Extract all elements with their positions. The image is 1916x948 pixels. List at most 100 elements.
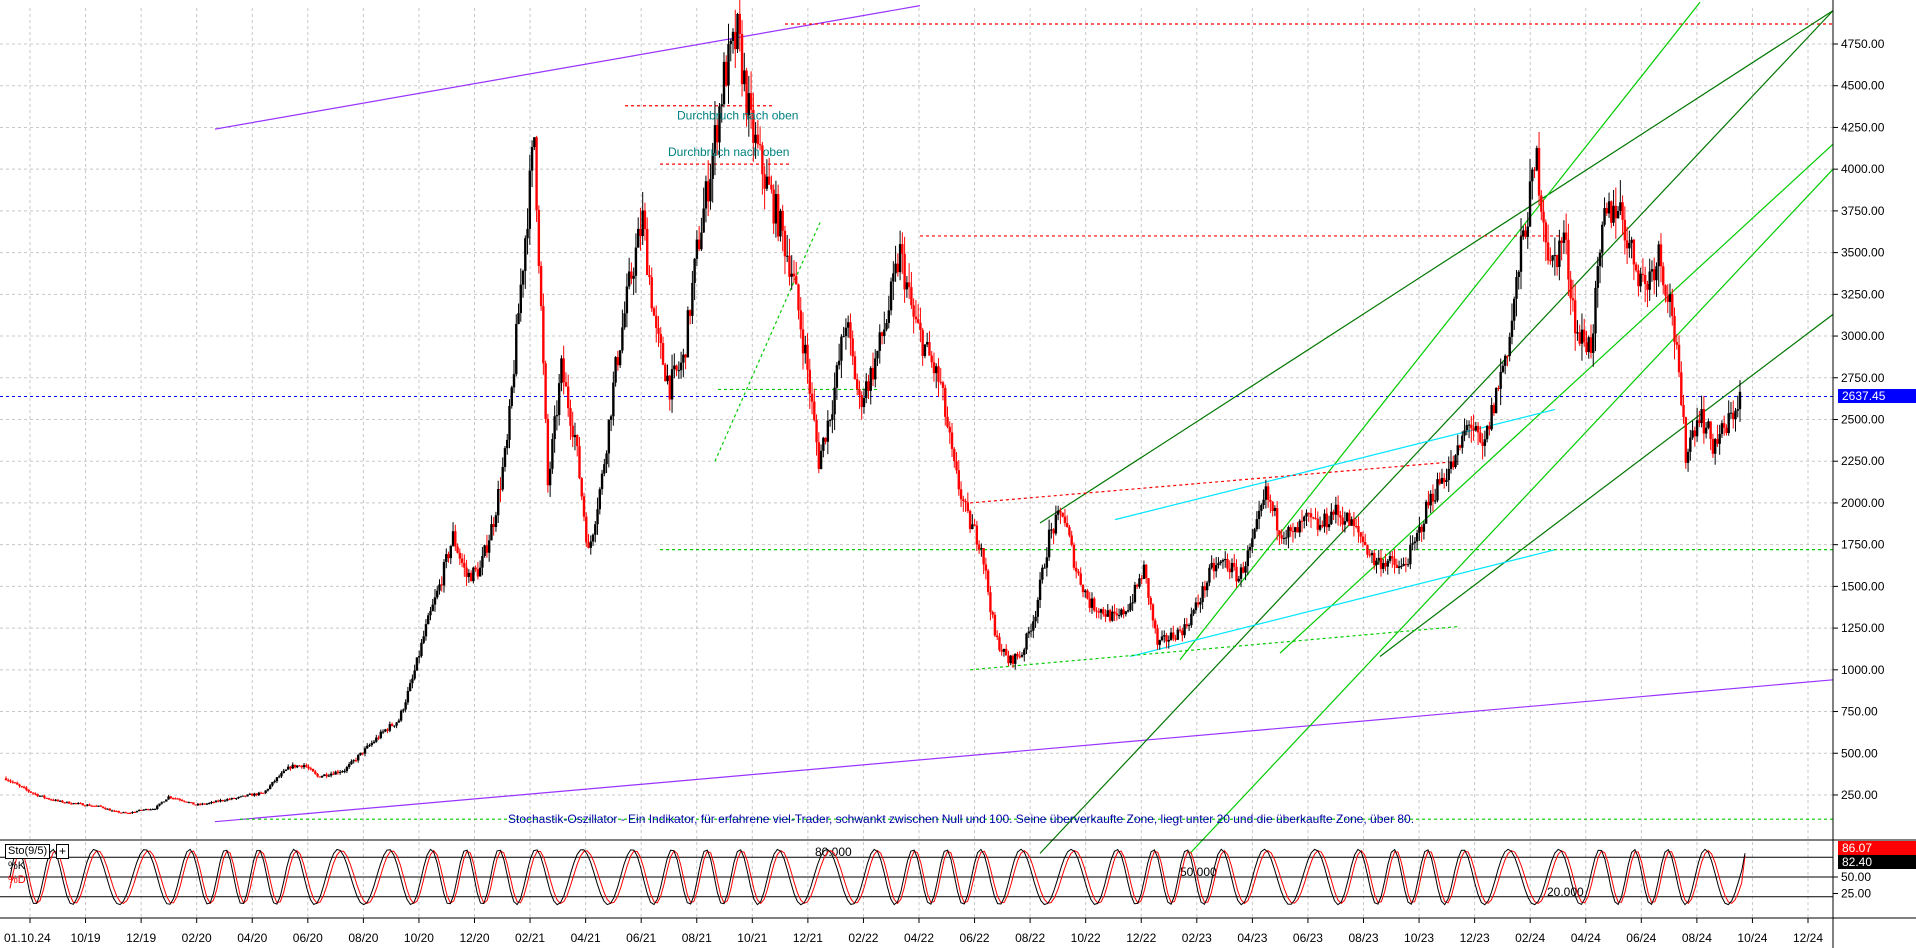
candle-body bbox=[235, 798, 238, 800]
candle-body bbox=[417, 656, 421, 658]
candle-body bbox=[1020, 654, 1024, 657]
candle-body bbox=[1738, 391, 1742, 410]
candle-body bbox=[142, 809, 145, 811]
candle-body bbox=[1700, 409, 1703, 424]
candle-body bbox=[657, 327, 660, 334]
candle-body bbox=[1598, 252, 1602, 267]
candle-body bbox=[1108, 610, 1112, 621]
candle-body bbox=[767, 176, 771, 185]
candle-body bbox=[347, 764, 351, 767]
candle-body bbox=[603, 464, 606, 474]
candle-body bbox=[7, 780, 10, 782]
y-tick-label: 4500.00 bbox=[1841, 79, 1885, 93]
candle-body bbox=[1018, 656, 1021, 658]
candle-body bbox=[289, 766, 292, 769]
candle-body bbox=[1038, 579, 1042, 601]
candle-body bbox=[1454, 455, 1457, 468]
candle-body bbox=[831, 414, 834, 421]
candle-body bbox=[557, 383, 561, 416]
candle-body bbox=[1481, 442, 1484, 446]
candle-body bbox=[842, 335, 845, 337]
candle-body bbox=[1418, 526, 1421, 533]
candle-body bbox=[1176, 629, 1180, 640]
candle-body bbox=[655, 315, 658, 328]
candle-body bbox=[1036, 600, 1040, 617]
candle-body bbox=[1673, 315, 1676, 343]
candle-body bbox=[630, 271, 633, 279]
candle-body bbox=[1133, 584, 1137, 603]
candle-body bbox=[1312, 517, 1315, 519]
candle-body bbox=[1348, 512, 1351, 526]
candle-body bbox=[910, 287, 913, 306]
candle-body bbox=[539, 265, 543, 307]
y-tick-label: 1750.00 bbox=[1841, 538, 1885, 552]
x-tick-label: 04/24 bbox=[1571, 931, 1601, 945]
candle-body bbox=[363, 748, 367, 754]
candle-body bbox=[1122, 609, 1125, 615]
candle-body bbox=[122, 812, 125, 814]
candle-body bbox=[61, 800, 64, 803]
x-tick-label: 02/23 bbox=[1182, 931, 1212, 945]
candle-body bbox=[512, 374, 516, 388]
candle-body bbox=[643, 210, 647, 230]
candle-body bbox=[795, 276, 798, 285]
candle-body bbox=[350, 761, 353, 765]
candle-body bbox=[652, 308, 656, 316]
x-tick-label: 02/24 bbox=[1515, 931, 1545, 945]
candle-body bbox=[817, 442, 821, 469]
candle-body bbox=[1217, 563, 1220, 566]
x-tick-label: 06/21 bbox=[626, 931, 656, 945]
candle-body bbox=[1510, 320, 1514, 337]
candle-body bbox=[1650, 269, 1654, 272]
candle-body bbox=[1709, 421, 1712, 439]
candle-body bbox=[1576, 332, 1579, 334]
candle-body bbox=[903, 253, 906, 290]
candle-body bbox=[1630, 239, 1633, 244]
y-tick-label: 3500.00 bbox=[1841, 246, 1885, 260]
candle-body bbox=[246, 794, 249, 797]
candle-body bbox=[1373, 552, 1376, 566]
candle-body bbox=[946, 416, 949, 427]
candle-body bbox=[287, 766, 290, 770]
candle-body bbox=[828, 420, 832, 422]
candle-body bbox=[1316, 518, 1319, 530]
candle-body bbox=[115, 811, 118, 813]
candle-body bbox=[1666, 295, 1669, 302]
candle-body bbox=[1210, 562, 1213, 568]
candle-body bbox=[1032, 621, 1035, 631]
candle-body bbox=[995, 635, 999, 638]
candle-body bbox=[639, 228, 642, 237]
candle-body bbox=[634, 247, 638, 276]
candle-body bbox=[325, 774, 328, 777]
candle-body bbox=[813, 401, 816, 421]
candle-body bbox=[810, 393, 814, 402]
candle-body bbox=[266, 789, 270, 791]
candle-body bbox=[725, 61, 728, 86]
candle-body bbox=[1406, 564, 1410, 566]
candle-body bbox=[1185, 624, 1189, 627]
candle-body bbox=[381, 731, 385, 733]
candle-body bbox=[770, 184, 773, 190]
candle-body bbox=[772, 189, 775, 224]
candle-body bbox=[1443, 477, 1446, 482]
candle-body bbox=[1655, 266, 1658, 281]
candle-body bbox=[713, 125, 717, 154]
candle-body bbox=[1345, 512, 1349, 522]
candle-body bbox=[1415, 532, 1419, 542]
candle-body bbox=[487, 540, 491, 553]
candle-body bbox=[971, 524, 974, 530]
candle-body bbox=[370, 743, 373, 746]
indicator-title: Sto(9/5) bbox=[8, 845, 48, 857]
candle-body bbox=[822, 437, 825, 451]
indicator-title-box[interactable]: Sto(9/5) bbox=[5, 844, 51, 859]
candle-body bbox=[1002, 648, 1006, 652]
indicator-expand-button[interactable]: + bbox=[56, 844, 69, 859]
candle-body bbox=[442, 562, 446, 586]
candle-body bbox=[835, 365, 839, 388]
candle-body bbox=[72, 803, 75, 805]
candle-body bbox=[524, 238, 527, 271]
candle-body bbox=[1291, 530, 1295, 532]
candle-body bbox=[679, 362, 683, 371]
candle-body bbox=[1154, 620, 1157, 629]
